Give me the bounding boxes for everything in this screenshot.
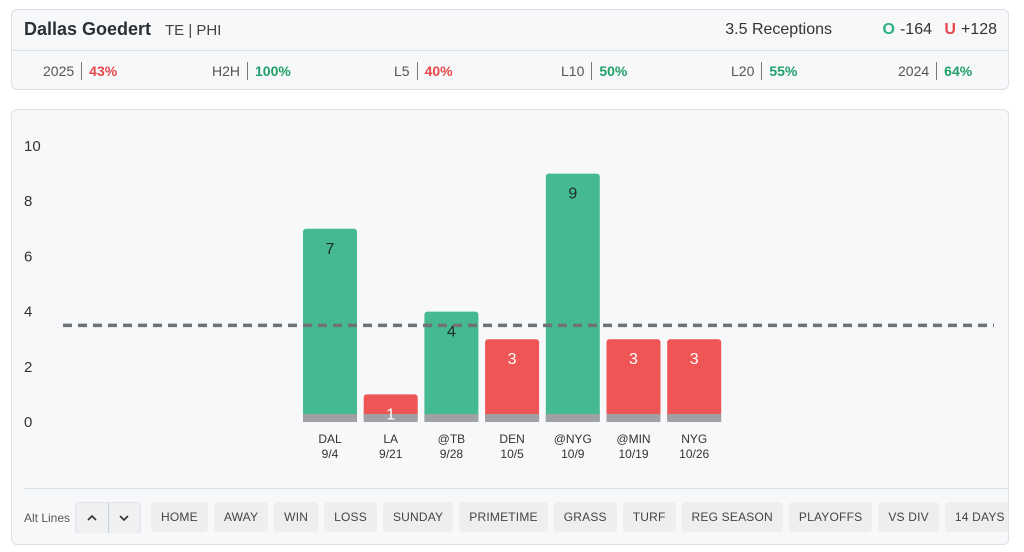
bar-base bbox=[424, 414, 479, 422]
filter-loss[interactable]: LOSS bbox=[324, 502, 377, 532]
bar-value-label: 4 bbox=[447, 324, 456, 341]
bar-base bbox=[545, 414, 600, 422]
x-date-label: 9/4 bbox=[322, 447, 339, 461]
stepper-divider bbox=[107, 503, 109, 533]
stat-label: L10 bbox=[561, 63, 585, 79]
x-date-label: 10/9 bbox=[561, 447, 585, 461]
stat-divider bbox=[936, 62, 938, 80]
prop-line-label: 3.5 Receptions bbox=[725, 21, 832, 38]
stat-value: 64% bbox=[944, 63, 973, 79]
bar-value-label: 3 bbox=[629, 351, 638, 368]
filter-win[interactable]: WIN bbox=[274, 502, 319, 532]
x-opponent-label: @NYG bbox=[554, 432, 592, 446]
stat-l10[interactable]: L10 50% bbox=[561, 62, 627, 80]
stat-value: 100% bbox=[255, 63, 291, 79]
stat-divider bbox=[247, 62, 249, 80]
bar-base bbox=[667, 414, 722, 422]
x-date-label: 10/5 bbox=[500, 447, 524, 461]
alt-lines-label: Alt Lines bbox=[24, 511, 71, 525]
stat-value: 50% bbox=[599, 63, 628, 79]
stat-2024[interactable]: 2024 64% bbox=[898, 62, 972, 80]
stat-label: H2H bbox=[212, 63, 241, 79]
bar-base bbox=[303, 414, 357, 422]
stat-divider bbox=[591, 62, 593, 80]
filter-grass[interactable]: GRASS bbox=[553, 502, 617, 532]
x-opponent-label: DAL bbox=[318, 432, 342, 446]
prop-header: Dallas Goedert TE | PHI 3.5 Receptions O… bbox=[11, 9, 1009, 90]
x-date-label: 9/21 bbox=[379, 447, 403, 461]
filter-home[interactable]: HOME bbox=[151, 502, 208, 532]
y-tick-label: 2 bbox=[24, 359, 32, 376]
chevron-up-icon bbox=[87, 515, 97, 521]
bar-value-label: 1 bbox=[386, 406, 395, 423]
x-date-label: 9/28 bbox=[440, 447, 464, 461]
filter-away[interactable]: AWAY bbox=[213, 502, 269, 532]
y-tick-label: 4 bbox=[24, 304, 32, 321]
game-log-chart-card: 0 2 4 6 8 10 7 DAL 9/4 1 LA 9/21 4 @TB 9/28 3 DEN 10/5 9 @N… bbox=[11, 109, 1009, 545]
filter-vs-div[interactable]: VS DIV bbox=[878, 502, 939, 532]
under-letter: U bbox=[944, 21, 956, 38]
x-opponent-label: NYG bbox=[681, 432, 707, 446]
filter-playoffs[interactable]: PLAYOFFS bbox=[788, 502, 873, 532]
bar-at-nyg bbox=[545, 173, 600, 422]
stat-value: 43% bbox=[89, 63, 118, 79]
y-tick-label: 6 bbox=[24, 248, 32, 265]
player-name: Dallas Goedert bbox=[24, 19, 152, 39]
player-bar: Dallas Goedert TE | PHI 3.5 Receptions O… bbox=[12, 10, 1008, 51]
filter-primetime[interactable]: PRIMETIME bbox=[459, 502, 548, 532]
bar-value-label: 7 bbox=[326, 241, 335, 258]
x-date-label: 10/19 bbox=[618, 447, 648, 461]
bar-dal bbox=[303, 228, 357, 422]
filter-chips: HOME AWAY WIN LOSS SUNDAY PRIMETIME GRAS… bbox=[151, 502, 1008, 532]
filter-turf[interactable]: TURF bbox=[622, 502, 676, 532]
x-opponent-label: LA bbox=[383, 432, 398, 446]
x-opponent-label: DEN bbox=[499, 432, 524, 446]
y-tick-label: 8 bbox=[24, 193, 32, 210]
bar-value-label: 3 bbox=[690, 351, 699, 368]
alt-lines-stepper bbox=[75, 502, 141, 533]
stat-2025[interactable]: 2025 43% bbox=[43, 62, 117, 80]
stat-label: 2024 bbox=[898, 63, 930, 79]
stat-h2h[interactable]: H2H 100% bbox=[212, 62, 291, 80]
bar-value-label: 3 bbox=[508, 351, 517, 368]
stat-label: 2025 bbox=[43, 63, 75, 79]
under-odds-button[interactable]: U +128 bbox=[944, 21, 997, 39]
over-odds-value: -164 bbox=[899, 21, 932, 38]
player-position-team: TE | PHI bbox=[165, 22, 222, 39]
y-tick-label: 0 bbox=[24, 414, 32, 431]
stat-value: 55% bbox=[769, 63, 798, 79]
stat-divider bbox=[416, 62, 418, 80]
filter-reg-season[interactable]: REG SEASON bbox=[681, 502, 783, 532]
stat-l5[interactable]: L5 40% bbox=[394, 62, 453, 80]
bar-base bbox=[485, 414, 540, 422]
bar-den bbox=[485, 339, 540, 422]
stat-label: L5 bbox=[394, 63, 410, 79]
bar-at-min bbox=[606, 339, 661, 422]
filter-sunday[interactable]: SUNDAY bbox=[382, 502, 454, 532]
stat-value: 40% bbox=[424, 63, 453, 79]
filter-bar: Alt Lines HOME AWAY WIN LOSS SUNDAY PRIM… bbox=[24, 488, 1008, 533]
bar-base bbox=[606, 414, 661, 422]
stat-l20[interactable]: L20 55% bbox=[731, 62, 797, 80]
x-date-label: 10/26 bbox=[679, 447, 709, 461]
alt-line-up-button[interactable] bbox=[76, 503, 108, 533]
alt-line-down-button[interactable] bbox=[109, 503, 141, 533]
filter-14-days-rest[interactable]: 14 DAYS REST bbox=[944, 502, 1008, 532]
hit-rate-row: 2025 43% H2H 100% L5 40% L10 50% L20 55% 2024… bbox=[12, 51, 1008, 91]
over-odds-button[interactable]: O -164 bbox=[883, 21, 932, 39]
stat-label: L20 bbox=[731, 63, 755, 79]
x-opponent-label: @MIN bbox=[616, 432, 650, 446]
bar-value-label: 9 bbox=[568, 186, 577, 203]
stat-divider bbox=[81, 62, 83, 80]
bar-nyg bbox=[667, 339, 722, 422]
over-letter: O bbox=[882, 21, 895, 38]
under-odds-value: +128 bbox=[960, 21, 997, 38]
x-opponent-label: @TB bbox=[438, 432, 466, 446]
bar-base bbox=[363, 414, 418, 422]
chevron-down-icon bbox=[119, 515, 129, 521]
bar-at-tb bbox=[424, 311, 479, 422]
stat-divider bbox=[761, 62, 763, 80]
y-tick-label: 10 bbox=[24, 138, 41, 155]
